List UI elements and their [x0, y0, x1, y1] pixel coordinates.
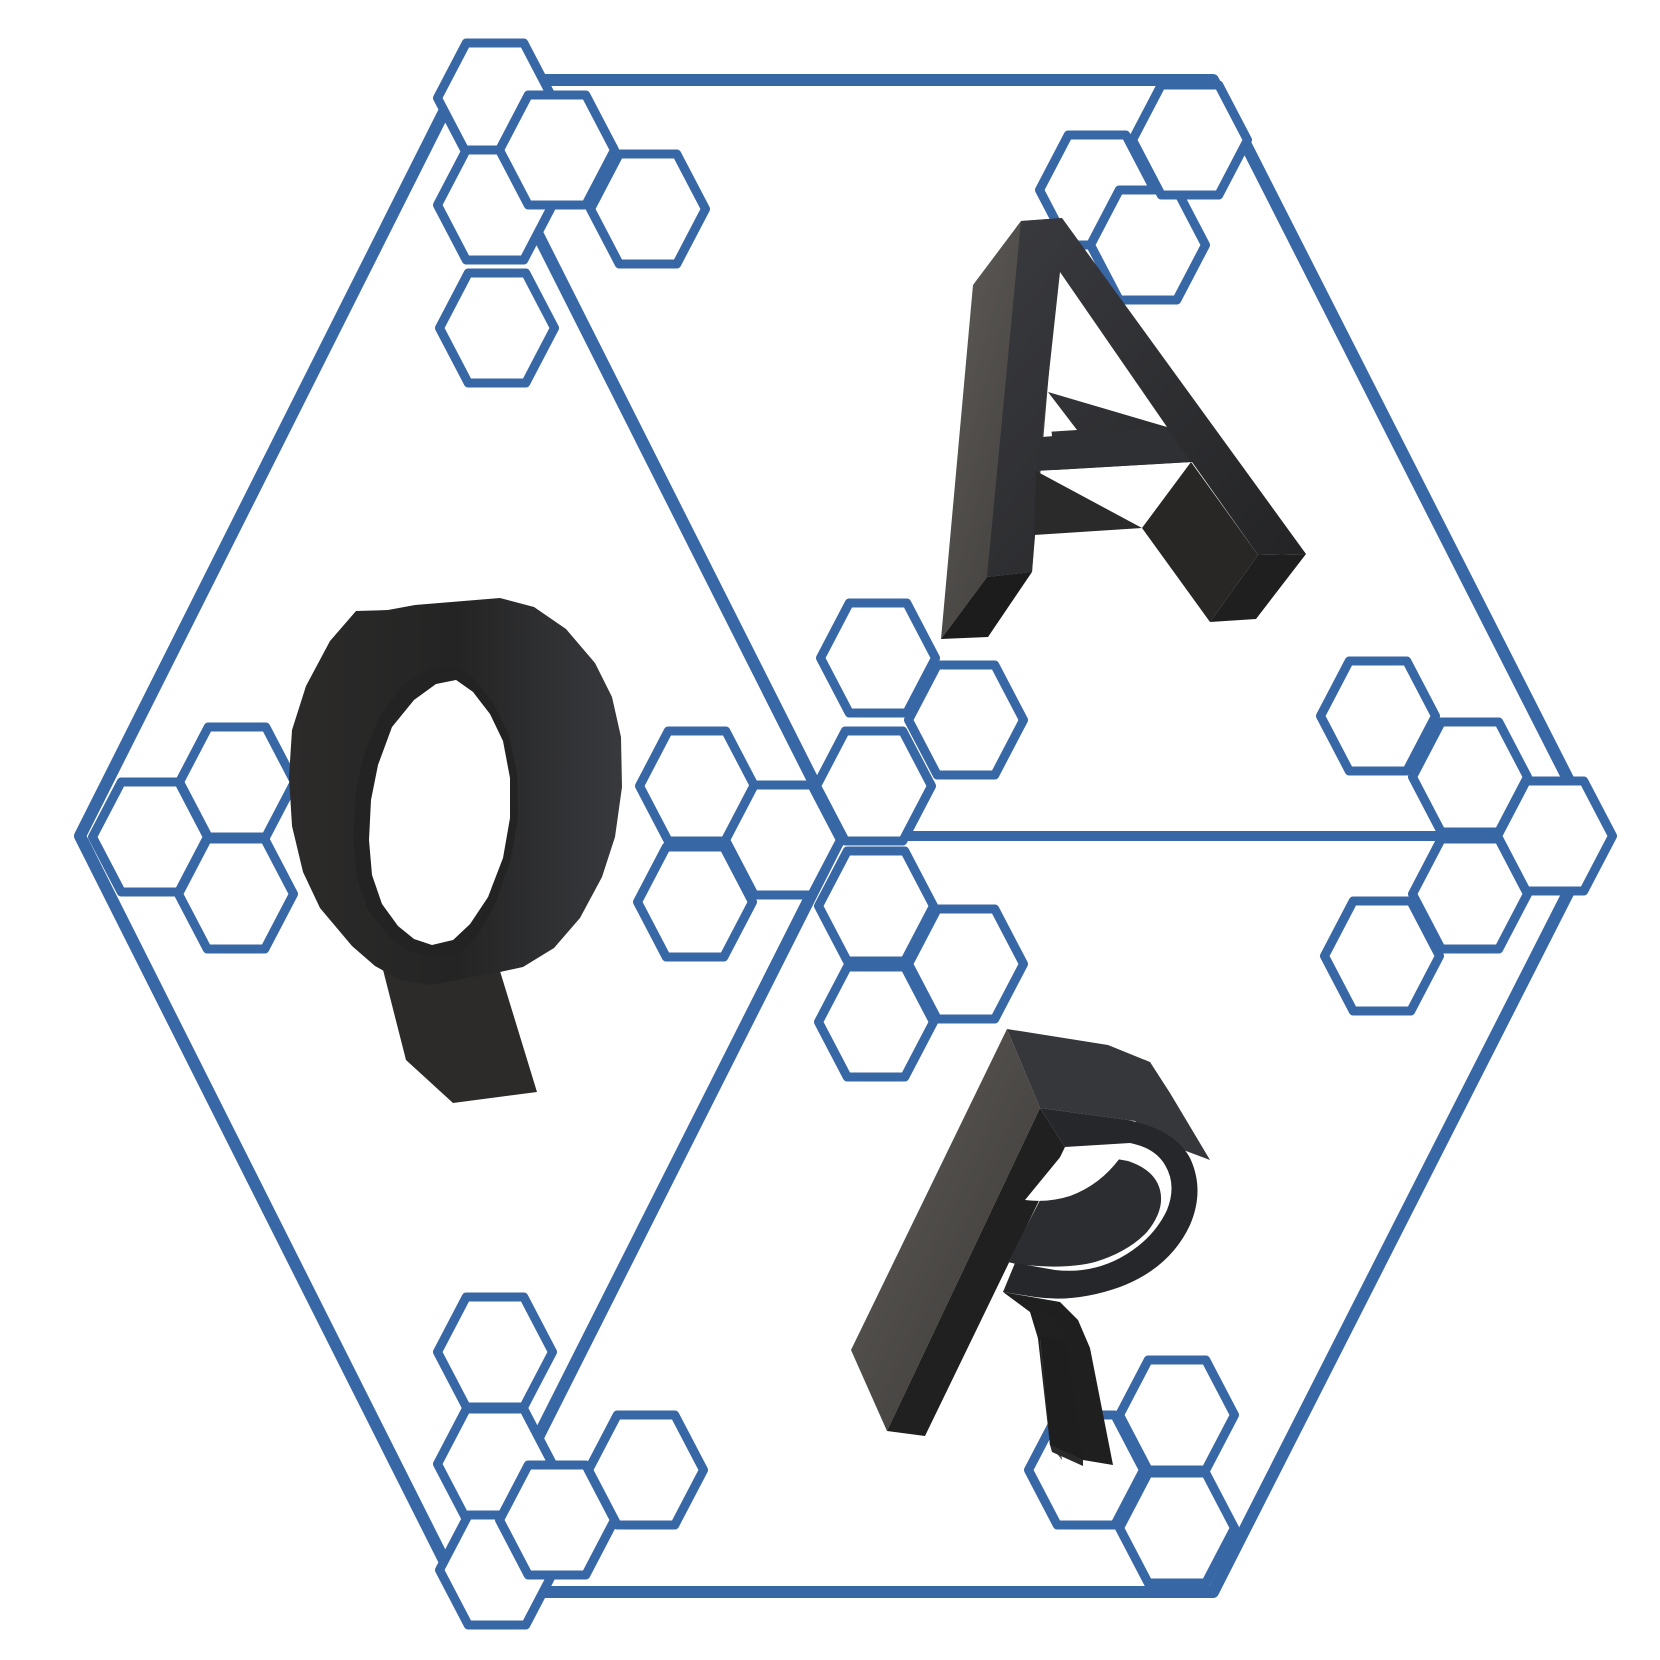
honeycomb-cell	[721, 780, 845, 900]
honeycomb-cell	[584, 1410, 708, 1530]
outer-hexagon	[74, 74, 1603, 1598]
honeycomb-cell	[904, 904, 1028, 1024]
honeycomb-cell	[433, 1292, 557, 1412]
honeycomb-cell	[814, 846, 938, 966]
honeycomb-cell	[1408, 834, 1532, 954]
letter-r-3d: R	[851, 1029, 1210, 1466]
honeycomb-cell	[435, 268, 559, 388]
honeycomb-cell	[633, 842, 757, 962]
honeycomb-cell	[586, 149, 710, 269]
honeycomb-cell	[812, 726, 936, 846]
letter-q-3d: Q	[289, 598, 622, 1103]
letter-a-3d: A	[941, 218, 1306, 639]
honeycomb-cell	[1128, 80, 1252, 200]
honeycomb-cell	[495, 90, 619, 210]
honeycomb-cell	[175, 722, 299, 842]
honeycomb-cell	[1115, 1355, 1239, 1475]
honeycomb-cell	[814, 962, 938, 1082]
honeycomb-cell	[1115, 1468, 1239, 1588]
honeycomb-pattern	[88, 38, 1617, 1630]
honeycomb-cell	[1316, 656, 1440, 776]
honeycomb-cell	[1320, 896, 1444, 1016]
honeycomb-cell	[904, 660, 1028, 780]
honeycomb-cell	[174, 834, 298, 954]
honeycomb-cell	[816, 598, 940, 718]
